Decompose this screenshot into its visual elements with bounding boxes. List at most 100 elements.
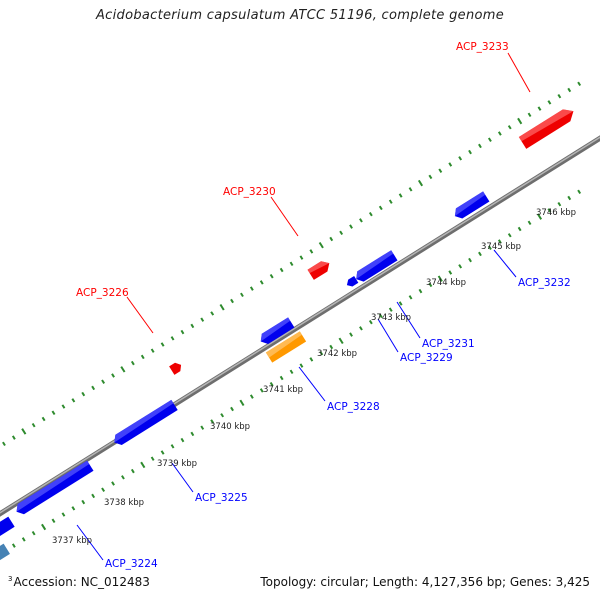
upper-track-tick [458,156,463,161]
lower-track-tick [497,239,502,244]
lower-track-tick [11,543,16,548]
lower-track-tick [130,468,135,474]
gene-acp-3232[interactable] [452,191,490,221]
upper-track-tick [240,292,244,298]
upper-track-tick [219,303,225,311]
gene-acp-3231[interactable] [353,250,398,284]
gene-small-reverse[interactable] [345,275,359,289]
upper-track-tick [378,205,383,211]
lower-track-tick [210,419,215,424]
upper-track-tick [318,241,324,249]
lower-track-tick [329,344,334,350]
lower-track-tick [51,518,56,524]
upper-track-tick [230,298,234,304]
genome-backbone [0,135,600,517]
upper-track-tick [299,255,304,260]
lower-track-tick [557,201,562,207]
callout-acp-3229 [377,318,399,353]
scale-label: 3741 kbp [263,385,303,395]
gene-acp-3224[interactable] [13,460,94,517]
label-acp-3231[interactable]: ACP_3231 [422,338,475,350]
upper-track-tick [567,87,572,93]
upper-track-tick [150,348,155,353]
lower-track-tick [517,226,522,232]
lower-track-tick [577,189,582,195]
upper-track-tick [71,398,76,403]
upper-track-tick [61,404,66,409]
label-acp-3225[interactable]: ACP_3225 [195,492,248,504]
lower-track-tick [368,319,373,325]
upper-track-tick [249,286,254,291]
callout-acp-3228 [298,366,326,402]
upper-track-tick [11,435,16,440]
label-acp-3228[interactable]: ACP_3228 [327,401,380,413]
gene-acp-3229[interactable] [258,317,295,346]
gene-labels: ACP_3233 ACP_3230 ACP_3226 ACP_3232 ACP_… [76,41,571,570]
lower-track-tick [567,195,572,201]
upper-track-tick [259,280,264,285]
upper-track-tick [200,317,205,322]
lower-track-tick [428,282,433,288]
gene-edge-other[interactable] [0,543,10,564]
upper-track-tick [398,193,403,198]
lower-track-tick [359,326,363,331]
upper-track-tick [478,143,482,149]
callout-acp-3226 [126,296,154,334]
upper-track-tick [309,249,314,254]
gene-acp-3233[interactable] [518,105,577,149]
gene-acp-3226[interactable] [169,361,184,375]
lower-track-tick [309,357,314,362]
upper-track-tick [21,428,27,435]
upper-track-tick [210,311,215,316]
lower-track-tick [170,444,175,449]
callout-acp-3232 [493,249,517,278]
lower-track-tick [547,208,552,213]
upper-track-tick [279,267,284,273]
gene-acp-3225[interactable] [111,399,178,448]
upper-track-tick [140,354,145,360]
label-acp-3229[interactable]: ACP_3229 [400,352,453,364]
upper-track-tick [41,416,46,422]
lower-track-tick [121,475,125,480]
upper-track-tick [160,342,165,347]
upper-track-tick [497,131,502,136]
lower-track-tick [150,456,155,461]
upper-track-tick [2,441,6,447]
gene-acp-3230[interactable] [307,258,332,280]
scale-label: 3746 kbp [536,208,576,218]
upper-track-tick [120,366,126,373]
lower-track-tick [101,487,106,492]
gene-acp-3228[interactable] [265,331,307,363]
genome-backbone-highlight [0,136,600,514]
lower-track-tick [487,245,492,250]
gene-edge-reverse[interactable] [0,516,15,539]
upper-track-tick [289,261,294,267]
label-acp-3232[interactable]: ACP_3232 [518,277,571,289]
scale-label: 3738 kbp [104,498,144,508]
scale-label: 3745 kbp [481,242,521,252]
upper-track-tick [408,187,413,192]
label-acp-3233[interactable]: ACP_3233 [456,41,509,53]
callout-acp-3230 [270,196,299,237]
lower-track-tick [230,406,234,412]
lower-track-tick [279,375,284,381]
lower-track-tick [61,512,66,517]
label-acp-3226[interactable]: ACP_3226 [76,287,129,299]
edge-fragment: 3 [8,575,13,583]
lower-track-tick [468,257,472,263]
label-acp-3230[interactable]: ACP_3230 [223,186,276,198]
upper-track-tick [368,211,373,217]
lower-track-tick [448,270,453,275]
scale-label: 3744 kbp [426,278,466,288]
lower-track-tick [398,301,403,306]
lower-track-tick [289,369,294,375]
scale-label: 3743 kbp [371,313,411,323]
lower-track-tick [408,295,413,300]
callout-acp-3231 [396,301,421,339]
label-acp-3224[interactable]: ACP_3224 [105,558,158,570]
lower-track-tick [259,388,264,393]
upper-track-tick [359,218,363,223]
upper-track-tick [448,162,453,167]
lower-track-tick [299,363,304,368]
